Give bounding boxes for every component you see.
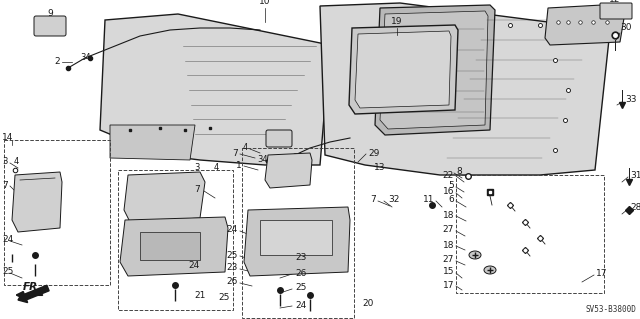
Text: 7: 7 bbox=[2, 181, 8, 189]
Text: 12: 12 bbox=[609, 0, 620, 4]
Text: 22: 22 bbox=[443, 170, 454, 180]
Text: 7: 7 bbox=[371, 196, 376, 204]
Ellipse shape bbox=[484, 266, 496, 274]
Polygon shape bbox=[355, 31, 451, 108]
Text: 24: 24 bbox=[295, 300, 307, 309]
Text: 20: 20 bbox=[362, 299, 373, 308]
Text: 15: 15 bbox=[442, 268, 454, 277]
Text: 9: 9 bbox=[47, 10, 53, 19]
FancyBboxPatch shape bbox=[600, 3, 632, 19]
Text: 25: 25 bbox=[218, 293, 229, 302]
Polygon shape bbox=[120, 217, 228, 276]
Text: 7: 7 bbox=[232, 149, 238, 158]
Text: 18: 18 bbox=[442, 241, 454, 249]
Text: 23: 23 bbox=[295, 254, 307, 263]
Text: 24: 24 bbox=[189, 261, 200, 270]
Text: 17: 17 bbox=[596, 270, 607, 278]
Text: 34: 34 bbox=[257, 155, 268, 165]
Polygon shape bbox=[124, 172, 205, 222]
Text: 13: 13 bbox=[374, 164, 385, 173]
Text: 4: 4 bbox=[14, 158, 19, 167]
Text: 14: 14 bbox=[2, 133, 13, 143]
Bar bbox=[140, 232, 200, 260]
Bar bbox=[456, 175, 604, 293]
Text: 34: 34 bbox=[80, 53, 91, 62]
Text: SV53-B3800D: SV53-B3800D bbox=[585, 305, 636, 314]
Text: 26: 26 bbox=[227, 278, 238, 286]
Text: 18: 18 bbox=[442, 211, 454, 219]
Polygon shape bbox=[265, 153, 312, 188]
Text: 5: 5 bbox=[448, 182, 454, 190]
Text: 27: 27 bbox=[443, 226, 454, 234]
Text: 33: 33 bbox=[625, 94, 637, 103]
Text: 2: 2 bbox=[54, 57, 60, 66]
Polygon shape bbox=[244, 207, 350, 276]
FancyBboxPatch shape bbox=[34, 16, 66, 36]
Text: 27: 27 bbox=[443, 256, 454, 264]
Text: 3: 3 bbox=[195, 164, 200, 173]
FancyArrow shape bbox=[18, 285, 49, 303]
Text: 29: 29 bbox=[368, 149, 380, 158]
Text: 4: 4 bbox=[214, 164, 220, 173]
Polygon shape bbox=[349, 25, 458, 114]
Text: 16: 16 bbox=[442, 188, 454, 197]
Polygon shape bbox=[545, 4, 625, 45]
Polygon shape bbox=[110, 125, 195, 160]
Text: 25: 25 bbox=[295, 284, 307, 293]
Text: 25: 25 bbox=[227, 250, 238, 259]
Text: 6: 6 bbox=[448, 196, 454, 204]
Text: 10: 10 bbox=[259, 0, 271, 6]
FancyBboxPatch shape bbox=[266, 130, 292, 147]
Text: FR.: FR. bbox=[22, 282, 42, 292]
Text: 23: 23 bbox=[227, 263, 238, 272]
Text: 7: 7 bbox=[195, 186, 200, 195]
Polygon shape bbox=[12, 172, 62, 232]
Polygon shape bbox=[100, 14, 330, 165]
Bar bbox=[118, 170, 233, 310]
Polygon shape bbox=[375, 5, 495, 135]
Text: 24: 24 bbox=[227, 226, 238, 234]
Text: 3: 3 bbox=[2, 158, 8, 167]
Text: 28: 28 bbox=[630, 204, 640, 212]
Text: 30: 30 bbox=[620, 24, 632, 33]
Text: 19: 19 bbox=[391, 18, 403, 26]
Polygon shape bbox=[320, 3, 610, 175]
Text: 25: 25 bbox=[2, 268, 13, 277]
Text: 21: 21 bbox=[195, 291, 205, 300]
Text: 8: 8 bbox=[456, 167, 461, 176]
Text: 11: 11 bbox=[422, 196, 434, 204]
Bar bbox=[4, 140, 110, 285]
Text: 1: 1 bbox=[236, 160, 242, 169]
Polygon shape bbox=[380, 11, 488, 129]
Text: 4: 4 bbox=[243, 144, 248, 152]
Bar bbox=[242, 148, 354, 318]
Text: 24: 24 bbox=[2, 235, 13, 244]
Text: 17: 17 bbox=[442, 280, 454, 290]
Ellipse shape bbox=[469, 251, 481, 259]
Text: 32: 32 bbox=[388, 196, 399, 204]
Text: 31: 31 bbox=[630, 172, 640, 181]
Bar bbox=[260, 220, 332, 255]
Text: 26: 26 bbox=[295, 269, 307, 278]
